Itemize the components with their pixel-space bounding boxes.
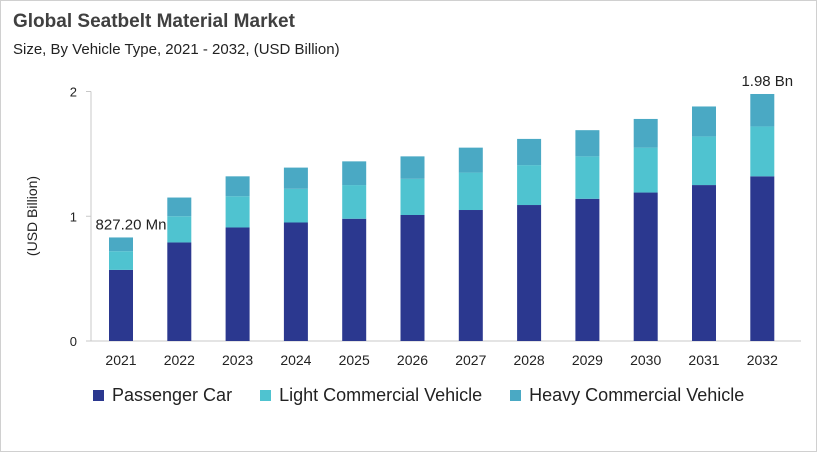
bar-light-commercial-vehicle-2027 bbox=[458, 172, 483, 211]
x-tick-label: 2025 bbox=[339, 352, 370, 368]
bar-light-commercial-vehicle-2031 bbox=[692, 136, 716, 186]
x-tick-label: 2023 bbox=[222, 352, 253, 368]
legend-label: Passenger Car bbox=[112, 385, 233, 405]
bar-heavy-commercial-vehicle-2032 bbox=[750, 93, 775, 127]
bar-passenger-car-2022 bbox=[167, 242, 192, 341]
x-tick-label: 2021 bbox=[105, 352, 136, 368]
x-tick-label: 2027 bbox=[455, 352, 486, 368]
legend-label: Heavy Commercial Vehicle bbox=[529, 385, 745, 405]
bar-passenger-car-2025 bbox=[342, 218, 367, 341]
legend-item: Heavy Commercial Vehicle bbox=[510, 385, 744, 406]
bar-heavy-commercial-vehicle-2027 bbox=[458, 147, 483, 173]
legend-label: Light Commercial Vehicle bbox=[279, 385, 483, 405]
y-tick-label: 2 bbox=[70, 85, 77, 100]
x-tick-label: 2029 bbox=[572, 352, 603, 368]
legend-item: Passenger Car bbox=[93, 385, 232, 406]
bar-heavy-commercial-vehicle-2021 bbox=[109, 237, 133, 252]
legend-item: Light Commercial Vehicle bbox=[260, 385, 482, 406]
bar-heavy-commercial-vehicle-2028 bbox=[517, 138, 542, 166]
bar-passenger-car-2030 bbox=[633, 192, 658, 341]
bar-heavy-commercial-vehicle-2022 bbox=[167, 197, 192, 217]
legend-swatch bbox=[93, 390, 104, 401]
bar-light-commercial-vehicle-2030 bbox=[633, 147, 658, 193]
bar-light-commercial-vehicle-2025 bbox=[342, 185, 367, 219]
bar-passenger-car-2032 bbox=[750, 176, 775, 341]
bar-passenger-car-2029 bbox=[575, 198, 600, 341]
bar-passenger-car-2031 bbox=[692, 185, 716, 341]
x-tick-label: 2024 bbox=[280, 352, 311, 368]
bar-heavy-commercial-vehicle-2024 bbox=[283, 167, 308, 189]
bar-heavy-commercial-vehicle-2025 bbox=[342, 161, 367, 186]
y-tick-label: 0 bbox=[70, 334, 77, 349]
bar-heavy-commercial-vehicle-2029 bbox=[575, 130, 600, 157]
bar-light-commercial-vehicle-2032 bbox=[750, 126, 775, 177]
bar-light-commercial-vehicle-2022 bbox=[167, 216, 192, 243]
bar-passenger-car-2021 bbox=[109, 269, 133, 341]
x-tick-label: 2026 bbox=[397, 352, 428, 368]
x-tick-label: 2030 bbox=[630, 352, 661, 368]
legend-swatch bbox=[510, 390, 522, 401]
bar-light-commercial-vehicle-2021 bbox=[109, 251, 133, 270]
bar-light-commercial-vehicle-2026 bbox=[400, 178, 425, 216]
bar-heavy-commercial-vehicle-2031 bbox=[692, 106, 716, 137]
bar-heavy-commercial-vehicle-2026 bbox=[400, 156, 425, 179]
bar-heavy-commercial-vehicle-2023 bbox=[225, 176, 250, 197]
x-tick-label: 2022 bbox=[164, 352, 195, 368]
legend-swatch bbox=[260, 390, 272, 401]
bar-passenger-car-2027 bbox=[458, 210, 483, 341]
data-label: 1.98 Bn bbox=[741, 73, 793, 90]
bar-light-commercial-vehicle-2024 bbox=[283, 188, 308, 223]
x-tick-label: 2031 bbox=[688, 352, 719, 368]
y-axis-label: (USD Billion) bbox=[24, 176, 40, 256]
chart-title: Global Seatbelt Material Market bbox=[13, 11, 295, 32]
legend: Passenger Car Light Commercial Vehicle Hea… bbox=[93, 385, 772, 406]
y-tick-label: 1 bbox=[70, 209, 77, 224]
x-tick-label: 2032 bbox=[747, 352, 778, 368]
data-label: 827.20 Mn bbox=[96, 216, 167, 233]
bar-heavy-commercial-vehicle-2030 bbox=[633, 118, 658, 148]
bar-passenger-car-2024 bbox=[283, 222, 308, 341]
bar-light-commercial-vehicle-2029 bbox=[575, 156, 600, 199]
bar-light-commercial-vehicle-2028 bbox=[517, 165, 542, 206]
x-tick-label: 2028 bbox=[514, 352, 545, 368]
bar-passenger-car-2028 bbox=[517, 205, 542, 341]
bar-passenger-car-2026 bbox=[400, 215, 425, 341]
bar-passenger-car-2023 bbox=[225, 227, 250, 341]
bar-light-commercial-vehicle-2023 bbox=[225, 196, 250, 228]
chart-subtitle: Size, By Vehicle Type, 2021 - 2032, (USD… bbox=[13, 41, 340, 58]
